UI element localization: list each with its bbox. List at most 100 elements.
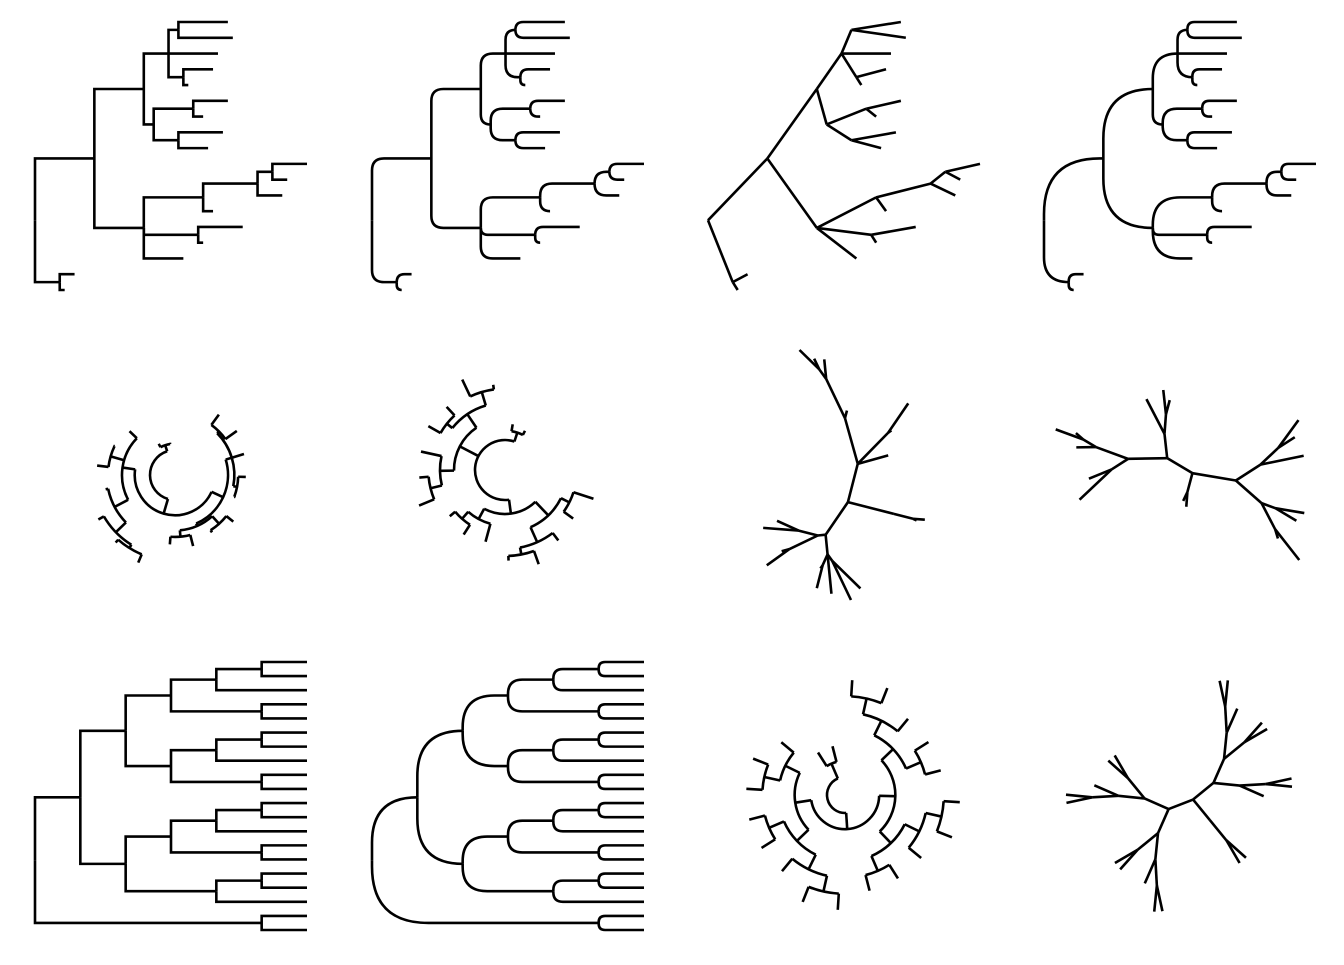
branch [115, 500, 129, 507]
branch [797, 830, 809, 841]
branch [1187, 473, 1192, 492]
branch [599, 803, 644, 810]
branch [708, 158, 767, 220]
branch [262, 852, 307, 859]
branch [35, 797, 80, 860]
branch [94, 89, 143, 158]
branch [183, 69, 213, 77]
branch [1187, 22, 1236, 30]
branch [178, 30, 232, 38]
branch [60, 274, 75, 282]
branch [915, 742, 929, 751]
branch [845, 411, 847, 419]
branch [831, 764, 837, 779]
branch [1207, 235, 1212, 243]
branch [1138, 833, 1158, 850]
branch [564, 512, 574, 519]
branch [262, 916, 307, 923]
branch [1225, 680, 1228, 706]
branch [764, 777, 780, 781]
branch [874, 721, 881, 736]
branch [553, 881, 598, 892]
branch [866, 101, 901, 109]
branch [945, 164, 980, 172]
branch [481, 89, 491, 124]
branch-arc [866, 865, 890, 875]
branch [508, 837, 599, 853]
branch [1267, 172, 1282, 184]
branch [482, 392, 486, 405]
branch [767, 549, 789, 565]
branch [262, 845, 307, 852]
branch [216, 740, 261, 751]
branch [232, 454, 244, 458]
branch [493, 385, 494, 390]
branch [1128, 458, 1167, 459]
branch [746, 789, 762, 790]
branch-arc [441, 415, 455, 433]
branch [144, 54, 169, 89]
branch [842, 30, 852, 54]
branch [463, 837, 508, 864]
branch [1212, 197, 1222, 211]
branch [889, 865, 898, 879]
branch [1192, 473, 1235, 480]
branch [832, 746, 836, 762]
branch [866, 875, 870, 891]
branch-arc [915, 751, 925, 775]
branch [851, 30, 905, 38]
branch [212, 492, 224, 497]
branch [203, 197, 213, 211]
branch [98, 516, 104, 519]
branch [447, 407, 455, 416]
branch [535, 502, 548, 516]
branch [226, 516, 233, 522]
branch [1112, 459, 1128, 470]
branch [848, 502, 894, 514]
branch [817, 197, 876, 228]
branch [262, 740, 307, 747]
branch [523, 431, 525, 435]
branch [35, 158, 94, 220]
branch [769, 821, 784, 827]
branch [599, 852, 644, 859]
branch [809, 855, 816, 870]
branch [599, 662, 644, 669]
branch [599, 782, 644, 789]
branch [851, 680, 852, 696]
branch [272, 164, 307, 172]
branch [1202, 109, 1212, 117]
branch [1236, 481, 1262, 504]
branch [905, 824, 920, 831]
branch [508, 750, 553, 766]
branch [1044, 220, 1069, 282]
branch [126, 731, 171, 766]
branch [871, 235, 876, 243]
branch [733, 274, 748, 282]
branch [491, 124, 516, 140]
branch [178, 140, 208, 148]
branch [1169, 800, 1193, 810]
branch [1202, 101, 1237, 109]
branch [599, 740, 644, 747]
branch [80, 731, 125, 798]
branch [818, 535, 826, 536]
branch [419, 499, 434, 505]
branch [708, 220, 733, 282]
branch [1166, 400, 1170, 414]
branch [530, 101, 565, 109]
branch [481, 228, 521, 259]
branch [1092, 796, 1118, 797]
branch [553, 891, 644, 902]
branch [845, 418, 858, 464]
branch [898, 719, 908, 731]
branch [1167, 458, 1192, 473]
branch [428, 426, 440, 433]
branch [1103, 158, 1152, 227]
branch [508, 821, 553, 837]
branch [945, 172, 960, 180]
branch [154, 124, 179, 140]
branch [1163, 109, 1203, 125]
branch [599, 845, 644, 852]
